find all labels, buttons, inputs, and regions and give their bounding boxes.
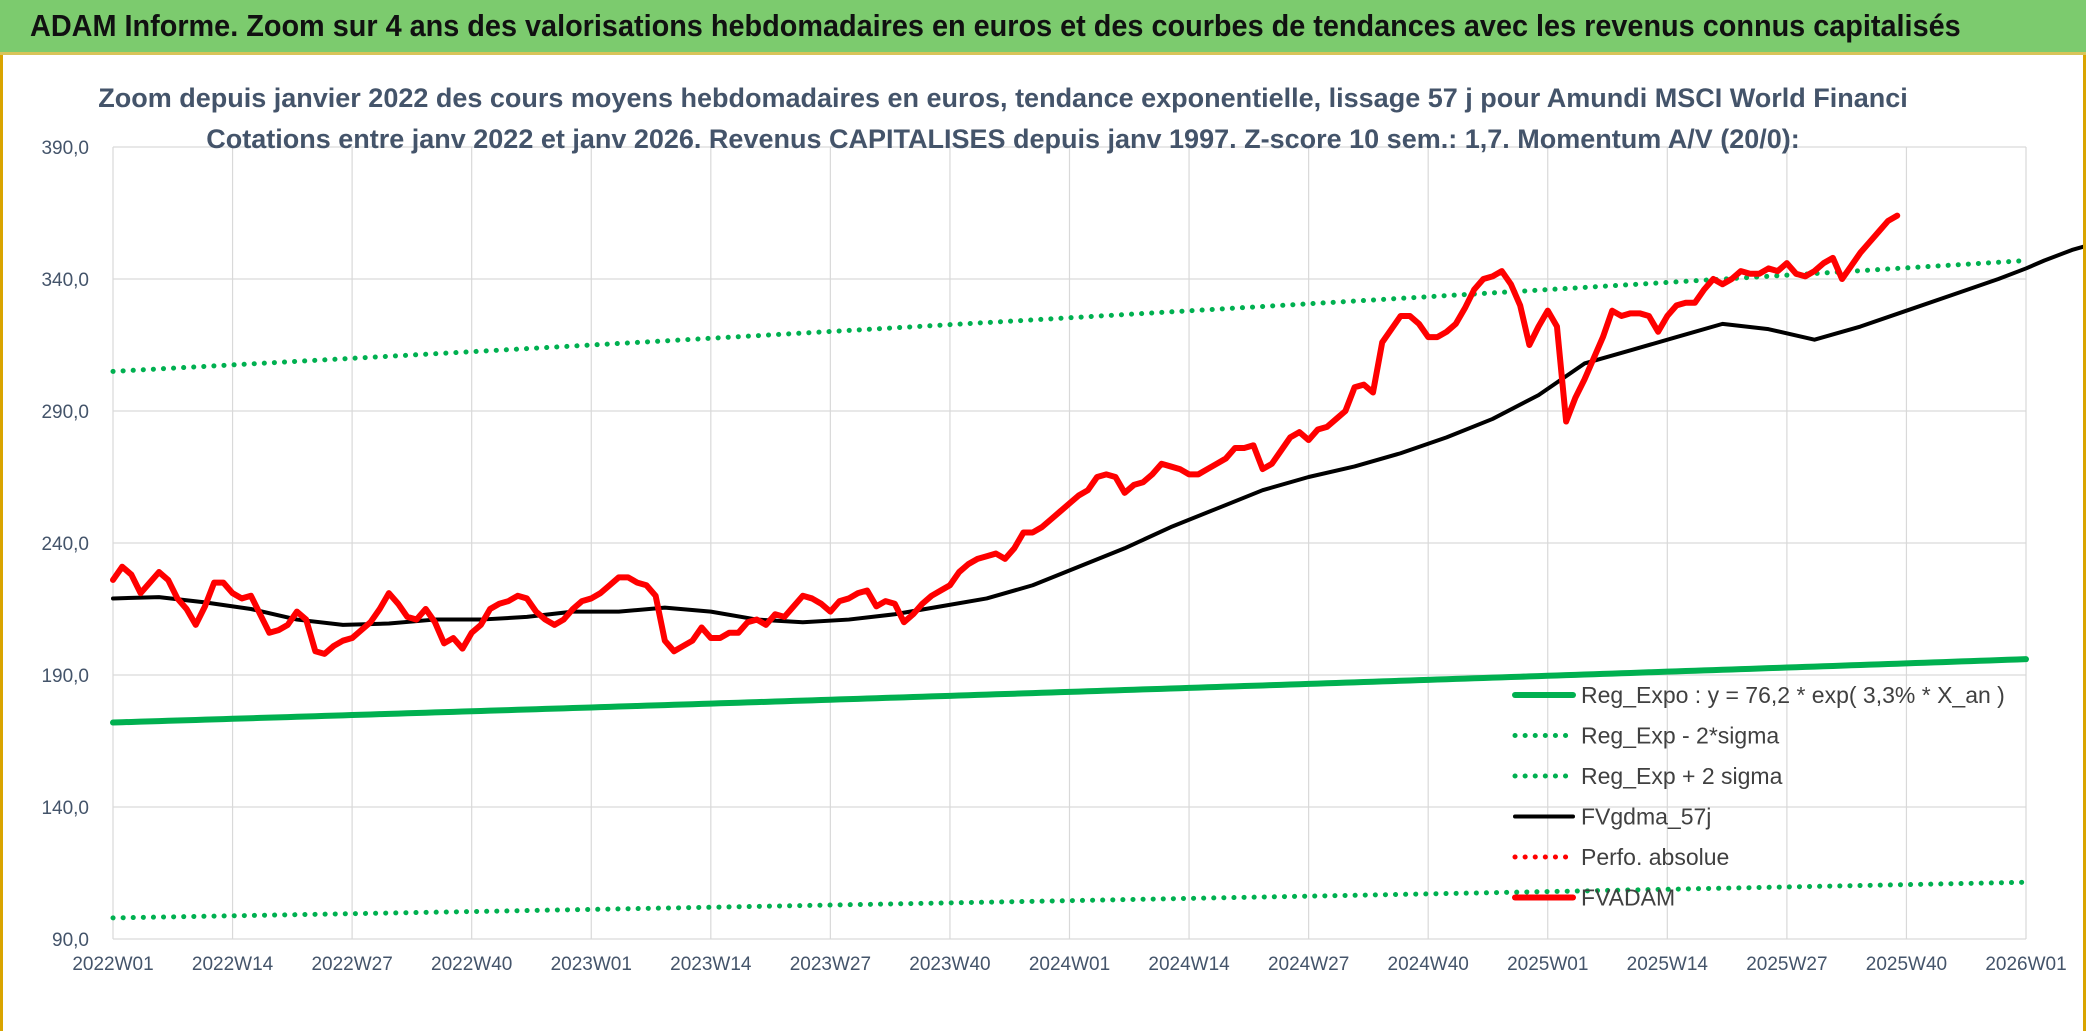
axis-ticks: 90,0 140,0 190,0 240,0 290,0 340,0 390,0 2022W0…: [41, 138, 2066, 975]
x-tick-label: 2025W27: [1746, 954, 1827, 975]
x-tick-label: 2022W27: [311, 954, 392, 975]
legend-label: Perfo. absolue: [1581, 844, 1729, 870]
x-tick-label: 2025W40: [1866, 954, 1947, 975]
y-tick-label: 390,0: [41, 138, 89, 159]
x-tick-label: 2023W14: [670, 954, 752, 975]
banner-title: ADAM Informe. Zoom sur 4 ans des valoris…: [30, 8, 1961, 43]
legend-label: FVgdma_57j: [1581, 804, 1711, 830]
x-tick-label: 2024W14: [1148, 954, 1230, 975]
legend-label: Reg_Expo : y = 76,2 * exp( 3,3% * X_an ): [1581, 682, 2005, 708]
x-tick-label: 2026W01: [1985, 954, 2066, 975]
y-tick-label: 340,0: [41, 270, 89, 291]
x-tick-label: 2022W40: [431, 954, 512, 975]
series-line-fvadam: [110, 212, 1901, 657]
series-line-reg-expo-y-76-2-exp-3-3-x-an: [110, 656, 2029, 726]
chart-subtitle: Cotations entre janv 2022 et janv 2026. …: [206, 124, 1800, 154]
legend-label: Reg_Exp + 2 sigma: [1581, 763, 1783, 789]
title-banner: ADAM Informe. Zoom sur 4 ans des valoris…: [0, 0, 2086, 55]
gridlines: [112, 146, 2027, 940]
x-tick-label: 2022W14: [192, 954, 274, 975]
series-line-reg-exp-2-sigma: [110, 258, 2029, 374]
chart-frame: Zoom depuis janvier 2022 des cours moyen…: [0, 55, 2086, 1031]
x-tick-label: 2025W14: [1627, 954, 1709, 975]
y-tick-label: 190,0: [41, 666, 89, 687]
x-tick-label: 2023W40: [909, 954, 990, 975]
y-tick-label: 90,0: [52, 930, 89, 951]
series-layer: [110, 212, 2083, 921]
legend: Reg_Expo : y = 76,2 * exp( 3,3% * X_an )…: [1503, 672, 2013, 962]
x-tick-label: 2024W27: [1268, 954, 1349, 975]
x-tick-label: 2022W01: [72, 954, 153, 975]
y-tick-label: 140,0: [41, 798, 89, 819]
chart-title: Zoom depuis janvier 2022 des cours moyen…: [98, 83, 1907, 113]
x-tick-label: 2023W27: [790, 954, 871, 975]
series-line-fvgdma-57j: [111, 244, 2083, 627]
x-tick-label: 2024W01: [1029, 954, 1110, 975]
y-tick-label: 240,0: [41, 534, 89, 555]
y-tick-label: 290,0: [41, 402, 89, 423]
chart-svg: Zoom depuis janvier 2022 des cours moyen…: [41, 83, 2083, 975]
x-tick-label: 2023W01: [551, 954, 632, 975]
legend-label: Reg_Exp - 2*sigma: [1581, 723, 1779, 749]
x-tick-label: 2025W01: [1507, 954, 1588, 975]
legend-box: [1503, 672, 2013, 962]
series-line-reg-exp-2-sigma: [110, 879, 2029, 921]
legend-label: FVADAM: [1581, 885, 1675, 911]
x-tick-label: 2024W40: [1388, 954, 1469, 975]
